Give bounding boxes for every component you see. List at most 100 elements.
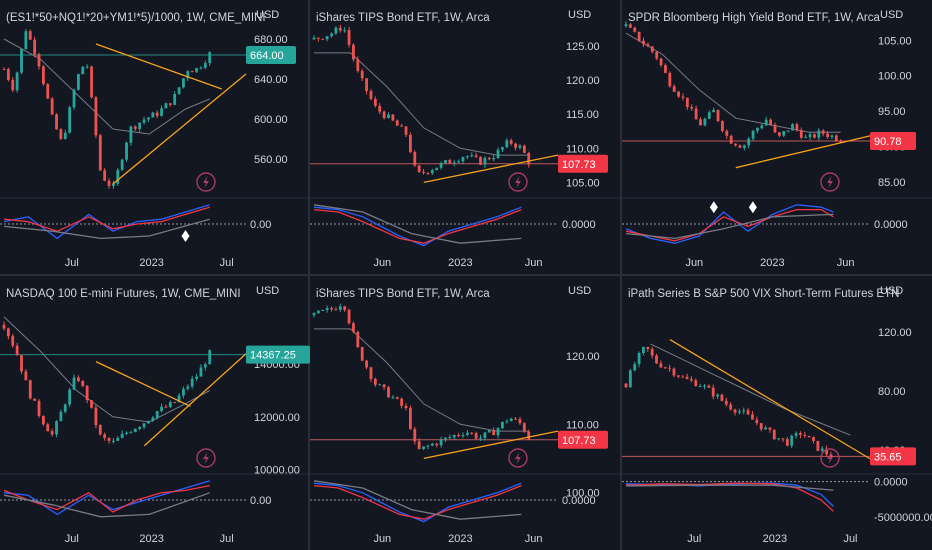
plot-area[interactable] (310, 303, 559, 523)
osc-tick-label: 0.00 (250, 495, 271, 507)
price-tick-label: 600.00 (254, 114, 288, 126)
candle (646, 42, 650, 47)
candle (790, 434, 794, 449)
last-price-label: 35.65 (874, 451, 902, 463)
candle (785, 436, 789, 447)
candle (186, 70, 190, 81)
price-tick-label: 100.00 (566, 487, 600, 499)
candle (738, 144, 742, 149)
candle (487, 156, 491, 161)
time-tick-label: 2023 (139, 257, 163, 269)
osc-tick-label: 0.0000 (874, 219, 908, 231)
candle (404, 125, 408, 138)
candle (409, 405, 412, 430)
trendline[interactable] (735, 135, 871, 169)
trendline[interactable] (143, 353, 247, 447)
candle (514, 417, 517, 420)
candle (151, 111, 155, 118)
candle (330, 32, 333, 38)
candle (764, 425, 767, 430)
oscillator-line (625, 208, 834, 242)
oscillator-line (313, 484, 522, 520)
trendline[interactable] (95, 43, 223, 90)
candle (177, 87, 181, 95)
time-tick-label: 2023 (448, 533, 472, 545)
time-tick-label: Jun (837, 257, 855, 269)
candle (85, 64, 89, 69)
candle (98, 424, 102, 436)
trendline[interactable] (423, 154, 559, 184)
candle (68, 105, 72, 134)
candle (501, 421, 504, 430)
candle (59, 409, 63, 422)
plot-area[interactable] (0, 28, 247, 242)
plot-area[interactable] (622, 21, 871, 244)
plot-area[interactable] (0, 316, 247, 518)
candle (795, 122, 799, 132)
last-price-badge: 107.73 (558, 430, 608, 449)
lightning-bolt-icon[interactable] (820, 448, 840, 468)
last-price-label: 90.78 (874, 136, 902, 148)
chart-panel-2[interactable]: iShares TIPS Bond ETF, 1W, Arca USD 125.00… (310, 9, 620, 269)
candle (672, 84, 676, 93)
candle (151, 415, 155, 422)
candle (628, 368, 632, 388)
plot-area[interactable] (310, 24, 559, 247)
candle (365, 78, 368, 95)
chart-panel-1[interactable]: (ES1!*50+NQ1!*20+YM1!*5)/1000, 1W, CME_M… (0, 9, 308, 269)
candle (147, 117, 150, 123)
candle (685, 373, 689, 380)
candle (395, 119, 399, 126)
candle (369, 366, 373, 383)
time-tick-label: Jun (373, 257, 391, 269)
trendline[interactable] (669, 338, 871, 460)
lightning-bolt-icon[interactable] (508, 448, 528, 468)
candle (794, 431, 798, 439)
candle (195, 67, 198, 74)
candle (94, 404, 98, 429)
chart-panel-4[interactable]: NASDAQ 100 E-mini Futures, 1W, CME_MINI U… (0, 285, 310, 545)
lightning-bolt-icon[interactable] (508, 172, 528, 192)
trendline[interactable] (95, 361, 191, 407)
candle (378, 102, 382, 114)
candle (343, 27, 347, 33)
time-tick-label: Jul (687, 533, 701, 545)
lightning-bolt-icon[interactable] (196, 172, 216, 192)
candle (764, 116, 768, 126)
candle (685, 97, 689, 110)
price-tick-label: 12000.00 (254, 412, 300, 424)
candle (633, 26, 637, 33)
candle (316, 310, 320, 314)
candle (365, 359, 368, 370)
time-tick-label: Jun (373, 533, 391, 545)
chart-panel-3[interactable]: SPDR Bloomberg High Yield Bond ETF, 1W, … (622, 9, 932, 269)
chart-panel-5[interactable]: iShares TIPS Bond ETF, 1W, Arca USD 120.00… (310, 285, 620, 545)
candle (637, 351, 641, 368)
lightning-bolt-icon[interactable] (820, 172, 840, 192)
candle (633, 361, 637, 372)
time-tick-label: Jun (525, 533, 543, 545)
candle (120, 158, 124, 172)
candle (676, 374, 680, 379)
plot-area[interactable] (622, 338, 871, 512)
candle (356, 330, 360, 349)
trendline[interactable] (112, 73, 247, 185)
candle (703, 117, 707, 127)
candle (72, 374, 76, 391)
candle (77, 73, 80, 91)
candle (182, 78, 185, 89)
candle (338, 24, 342, 33)
trendline[interactable] (423, 430, 559, 460)
candle (77, 375, 80, 383)
candle (33, 398, 37, 401)
candle (81, 66, 85, 75)
candle (190, 70, 194, 73)
lightning-bolt-icon[interactable] (196, 448, 216, 468)
candle (173, 401, 177, 404)
candle (751, 129, 755, 142)
chart-panel-6[interactable]: iPath Series B S&P 500 VIX Short-Term Fu… (622, 285, 932, 545)
candle (729, 134, 733, 144)
candle (759, 423, 763, 432)
candle (624, 382, 628, 389)
